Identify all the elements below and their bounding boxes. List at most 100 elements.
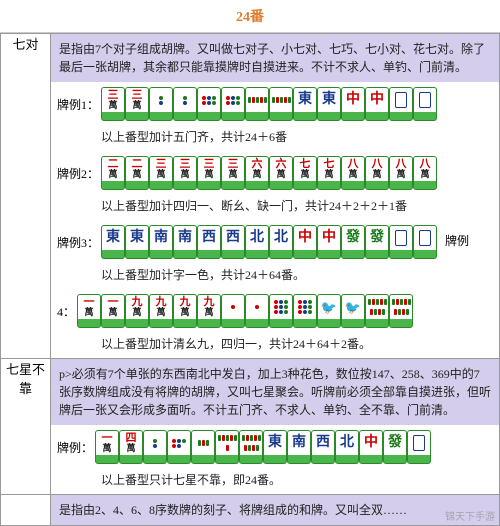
mahjong-tile: 南 [149,225,173,259]
mahjong-tile [245,294,269,328]
mahjong-tile: 中 [293,225,317,259]
mahjong-tile: 中 [365,87,389,121]
tile-group: 三萬三萬東東中中 [101,86,437,122]
mahjong-tile: 發 [365,225,389,259]
section-desc: p>必须有7个单张的东西南北中发白，加上3种花色，数位按147、258、369中… [51,359,499,425]
mahjong-tile: 西 [197,225,221,259]
mahjong-tile [173,87,197,121]
mahjong-tile: 八萬 [341,156,365,190]
example-note: 以上番型只计七星不靠，即24番。 [51,469,499,494]
mahjong-tile: 七萬 [317,156,341,190]
mahjong-tile: 東 [317,87,341,121]
mahjong-tile: 八萬 [365,156,389,190]
header-title: 24番 [236,10,264,25]
mahjong-tile [269,87,293,121]
mahjong-tile: 二萬 [125,156,149,190]
example-note: 以上番型加计清幺九，四归一，共计24＋64＋2番。 [51,333,499,358]
mahjong-tile: 八萬 [389,156,413,190]
section-content: 是指由7个对子组成胡牌。又叫做七对子、小七对、七巧、七小对、花七对。除了最后一张… [51,34,500,359]
mahjong-tile [197,87,221,121]
mahjong-tile [413,225,437,259]
section-desc: 是指由7个对子组成胡牌。又叫做七对子、小七对、七巧、七小对、花七对。除了最后一张… [51,34,499,82]
mahjong-tile: 北 [269,225,293,259]
mahjong-tile: 東 [101,225,125,259]
mahjong-tile: 中 [317,225,341,259]
mahjong-tile: 北 [245,225,269,259]
mahjong-tile: 東 [293,87,317,121]
mahjong-tile: 四萬 [119,430,143,464]
example-row: 牌例：一萬四萬 東南西北中發 [51,425,499,469]
mahjong-tile: 東 [125,225,149,259]
example-row: 4：一萬一萬九萬九萬九萬九萬🐦🐦 [51,289,499,333]
mahjong-tile: 九萬 [149,294,173,328]
mahjong-tile [389,225,413,259]
section-desc: 是指由2、4、6、8序数牌的刻子、将牌组成的和牌。又叫全双…… [51,495,499,525]
trailing-text: 牌例 [445,234,469,248]
example-label: 牌例： [57,439,93,456]
example-label: 牌例1： [57,96,99,113]
example-note: 以上番型加计字一色，共计24＋64番。 [51,264,499,289]
mahjong-tile: 八萬 [413,156,437,190]
mahjong-tile [389,87,413,121]
mahjong-tile: 九萬 [197,294,221,328]
mahjong-tile [269,294,293,328]
mahjong-tile [143,430,167,464]
mahjong-tile: 一萬 [77,294,101,328]
mahjong-tile [149,87,173,121]
mahjong-tile [221,294,245,328]
mahjong-tile: 九萬 [173,294,197,328]
mahjong-tile [245,87,269,121]
mahjong-tile: 一萬 [101,294,125,328]
mahjong-tile: 西 [311,430,335,464]
mahjong-tile [389,294,413,328]
mahjong-tile [167,430,191,464]
mahjong-tile [365,294,389,328]
example-row: 牌例2：二萬二萬三萬三萬三萬三萬六萬六萬七萬七萬八萬八萬八萬八萬 [51,151,499,195]
example-note: 以上番型加计五门齐，共计24＋6番 [51,126,499,151]
section-label [1,495,51,526]
mahjong-tile: 二萬 [101,156,125,190]
example-label: 牌例2： [57,165,99,182]
mahjong-tile: 中 [359,430,383,464]
mahjong-tile: 發 [341,225,365,259]
mahjong-tile: 南 [173,225,197,259]
mahjong-tile: 發 [383,430,407,464]
mahjong-tile: 六萬 [269,156,293,190]
mahjong-tile: 三萬 [221,156,245,190]
mahjong-tile [293,294,317,328]
mahjong-tile: 🐦 [317,294,341,328]
example-note: 以上番型加计四归一、断幺、缺一门，共计24＋2＋2＋1番 [51,195,499,220]
mahjong-tile [239,430,263,464]
example-label: 牌例3： [57,234,99,251]
section-label: 七对 [1,34,51,359]
mahjong-tile [221,87,245,121]
mahjong-tile: 東 [263,430,287,464]
mahjong-tile: 三萬 [125,87,149,121]
rules-table: 七对是指由7个对子组成胡牌。又叫做七对子、小七对、七巧、七小对、花七对。除了最后… [0,33,500,526]
example-label: 4： [57,303,75,320]
mahjong-tile: 南 [287,430,311,464]
mahjong-tile: 七萬 [293,156,317,190]
example-row: 牌例1：三萬三萬東東中中 [51,82,499,126]
mahjong-tile [413,87,437,121]
mahjong-tile: 六萬 [245,156,269,190]
mahjong-tile [191,430,215,464]
mahjong-tile: 中 [341,87,365,121]
example-row: 牌例3：東東南南西西北北中中發發牌例 [51,220,499,264]
mahjong-tile: 🐦 [341,294,365,328]
mahjong-tile: 三萬 [197,156,221,190]
mahjong-tile: 北 [335,430,359,464]
section-content: 是指由2、4、6、8序数牌的刻子、将牌组成的和牌。又叫全双……锦天下手游 [51,495,500,526]
mahjong-tile: 一萬 [95,430,119,464]
mahjong-tile [407,430,431,464]
tile-group: 一萬一萬九萬九萬九萬九萬🐦🐦 [77,293,413,329]
mahjong-tile: 三萬 [101,87,125,121]
mahjong-tile: 三萬 [173,156,197,190]
section-content: p>必须有7个单张的东西南北中发白，加上3种花色，数位按147、258、369中… [51,359,500,495]
mahjong-tile: 西 [221,225,245,259]
mahjong-tile: 九萬 [125,294,149,328]
tile-group: 東東南南西西北北中中發發 [101,224,437,260]
mahjong-tile [215,430,239,464]
section-label: 七星不靠 [1,359,51,495]
tile-group: 二萬二萬三萬三萬三萬三萬六萬六萬七萬七萬八萬八萬八萬八萬 [101,155,437,191]
